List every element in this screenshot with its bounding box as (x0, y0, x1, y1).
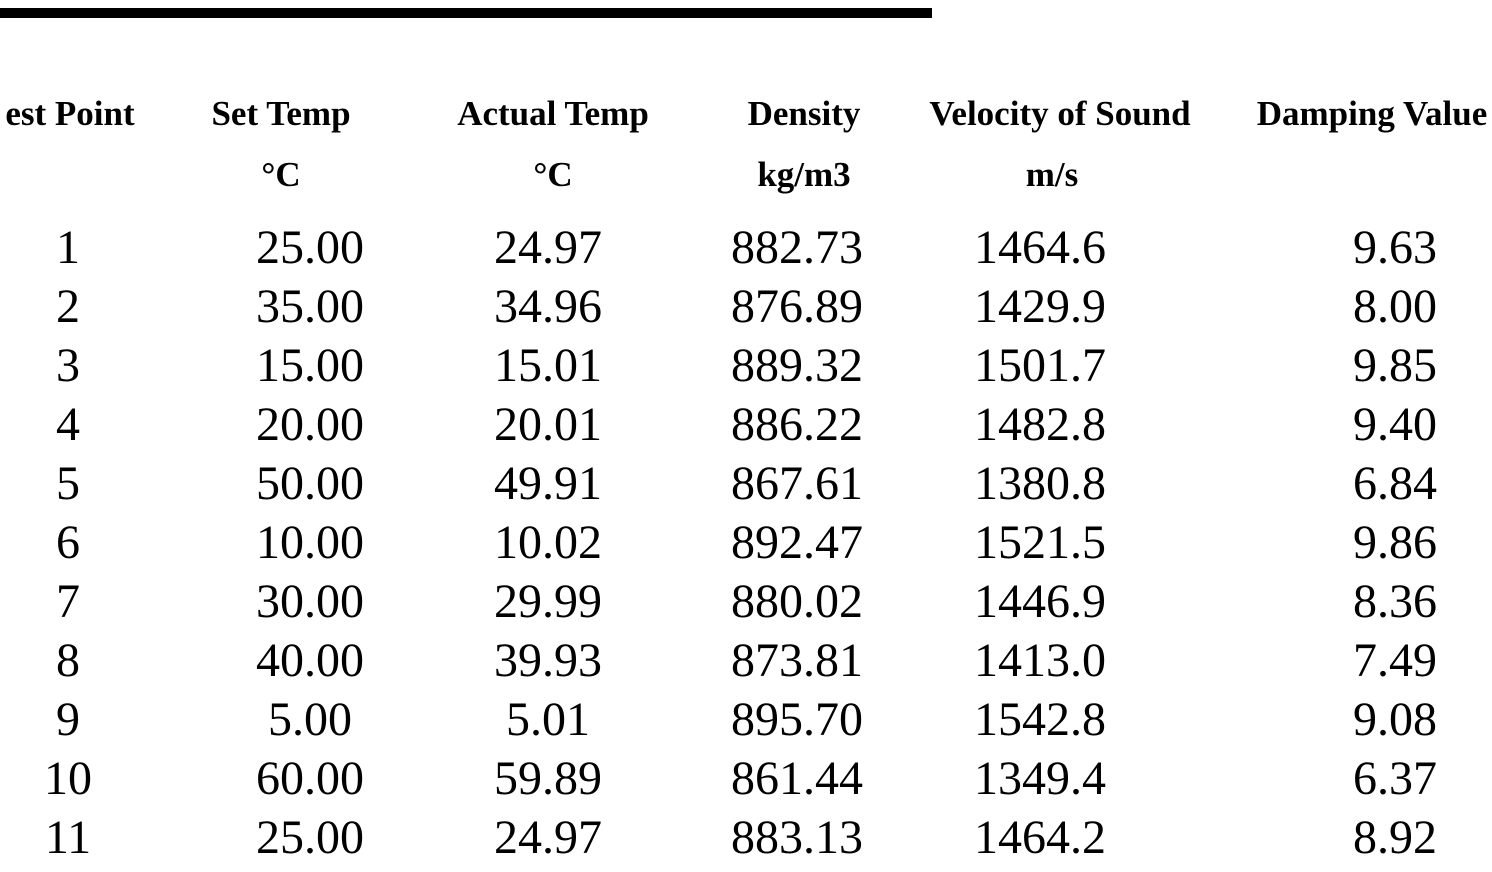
table-cell: 39.93 (494, 634, 602, 687)
table-cell: 25.00 (256, 811, 364, 864)
table-cell: 1429.9 (974, 280, 1106, 333)
table-cell: 1501.7 (974, 339, 1106, 392)
table-cell: 10.02 (494, 516, 602, 569)
table-cell: 20.01 (494, 398, 602, 451)
table-cell: 1464.2 (974, 811, 1106, 864)
table-cell: 8 (56, 634, 80, 687)
table-cell: 25.00 (256, 221, 364, 274)
table-cell: 1464.6 (974, 221, 1106, 274)
table-cell: 15.01 (494, 339, 602, 392)
table-cell: 1413.0 (974, 634, 1106, 687)
table-cell: 9.63 (1353, 221, 1437, 274)
table-cell: 4 (56, 398, 80, 451)
table-cell: 9.08 (1353, 693, 1437, 746)
table-cell: 49.91 (494, 457, 602, 510)
table-cell: 9.86 (1353, 516, 1437, 569)
column-header: Density (748, 94, 861, 133)
top-rule (0, 8, 932, 18)
table-cell: 1482.8 (974, 398, 1106, 451)
column-header: Set Temp (211, 94, 350, 133)
table-cell: 30.00 (256, 575, 364, 628)
table-cell: 8.92 (1353, 811, 1437, 864)
table-cell: 10.00 (256, 516, 364, 569)
table-cell: 9.40 (1353, 398, 1437, 451)
table-cell: 34.96 (494, 280, 602, 333)
table-cell: 20.00 (256, 398, 364, 451)
table-cell: 895.70 (731, 693, 863, 746)
table-cell: 24.97 (494, 221, 602, 274)
table-cell: 7.49 (1353, 634, 1437, 687)
table-cell: 1 (56, 221, 80, 274)
table-cell: 1521.5 (974, 516, 1106, 569)
table-cell: 29.99 (494, 575, 602, 628)
table-cell: 876.89 (731, 280, 863, 333)
table-cell: 11 (45, 811, 91, 864)
table-cell: 8.36 (1353, 575, 1437, 628)
table-cell: 50.00 (256, 457, 364, 510)
table-cell: 886.22 (731, 398, 863, 451)
table-cell: 59.89 (494, 752, 602, 805)
table-cell: 60.00 (256, 752, 364, 805)
column-unit: °C (261, 155, 300, 194)
table-cell: 9 (56, 693, 80, 746)
table-cell: 5.00 (268, 693, 352, 746)
table-cell: 6.84 (1353, 457, 1437, 510)
table-cell: 2 (56, 280, 80, 333)
table-cell: 7 (56, 575, 80, 628)
column-header: Damping Value (1257, 94, 1488, 133)
table-cell: 24.97 (494, 811, 602, 864)
table-cell: 880.02 (731, 575, 863, 628)
table-cell: 3 (56, 339, 80, 392)
column-unit: kg/m3 (757, 155, 850, 194)
table-cell: 40.00 (256, 634, 364, 687)
table-cell: 867.61 (731, 457, 863, 510)
table-cell: 1446.9 (974, 575, 1106, 628)
table-cell: 35.00 (256, 280, 364, 333)
table-cell: 8.00 (1353, 280, 1437, 333)
table-cell: 5.01 (506, 693, 590, 746)
column-header: est Point (5, 94, 135, 133)
table-cell: 6.37 (1353, 752, 1437, 805)
table-cell: 892.47 (731, 516, 863, 569)
table-cell: 873.81 (731, 634, 863, 687)
table-cell: 1542.8 (974, 693, 1106, 746)
column-header: Velocity of Sound (929, 94, 1191, 133)
table-cell: 9.85 (1353, 339, 1437, 392)
table-cell: 883.13 (731, 811, 863, 864)
table-cell: 882.73 (731, 221, 863, 274)
column-unit: °C (533, 155, 572, 194)
table-cell: 5 (56, 457, 80, 510)
table-cell: 861.44 (731, 752, 863, 805)
table-cell: 15.00 (256, 339, 364, 392)
table-cell: 6 (56, 516, 80, 569)
column-unit: m/s (1026, 155, 1079, 194)
table-cell: 1349.4 (974, 752, 1106, 805)
column-header: Actual Temp (457, 94, 649, 133)
table-cell: 1380.8 (974, 457, 1106, 510)
table-cell: 889.32 (731, 339, 863, 392)
table-cell: 10 (44, 752, 92, 805)
